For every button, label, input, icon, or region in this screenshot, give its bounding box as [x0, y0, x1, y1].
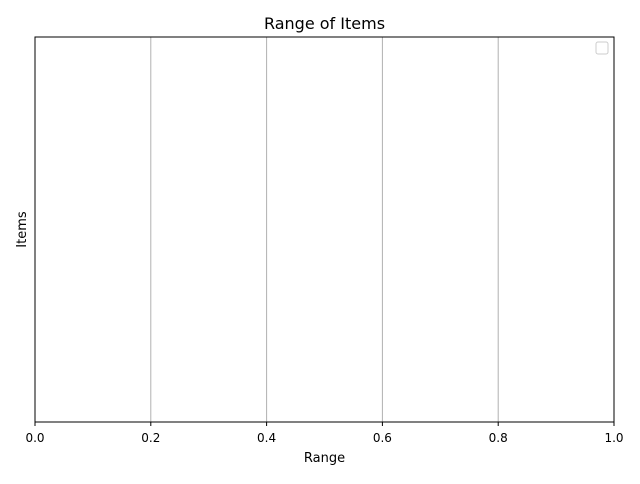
x-tick-label: 0.0 [25, 431, 44, 445]
y-axis-label: Items [15, 211, 30, 248]
x-tick-label: 0.2 [141, 431, 160, 445]
x-tick-label: 1.0 [604, 431, 623, 445]
x-tick-label: 0.4 [257, 431, 276, 445]
plot-background [35, 37, 614, 422]
x-grid-lines [150, 37, 499, 422]
axes-frame [34, 36, 615, 423]
legend-box [595, 41, 609, 55]
x-axis-tick-labels: 0.0 0.2 0.4 0.6 0.8 1.0 [25, 431, 623, 445]
x-axis-label: Range [304, 451, 345, 466]
plot-area [34, 36, 615, 423]
legend [595, 41, 609, 55]
x-tick-label: 0.8 [489, 431, 508, 445]
chart-title: Range of Items [264, 14, 385, 33]
x-axis-ticks [34, 422, 615, 426]
x-tick-label: 0.6 [373, 431, 392, 445]
